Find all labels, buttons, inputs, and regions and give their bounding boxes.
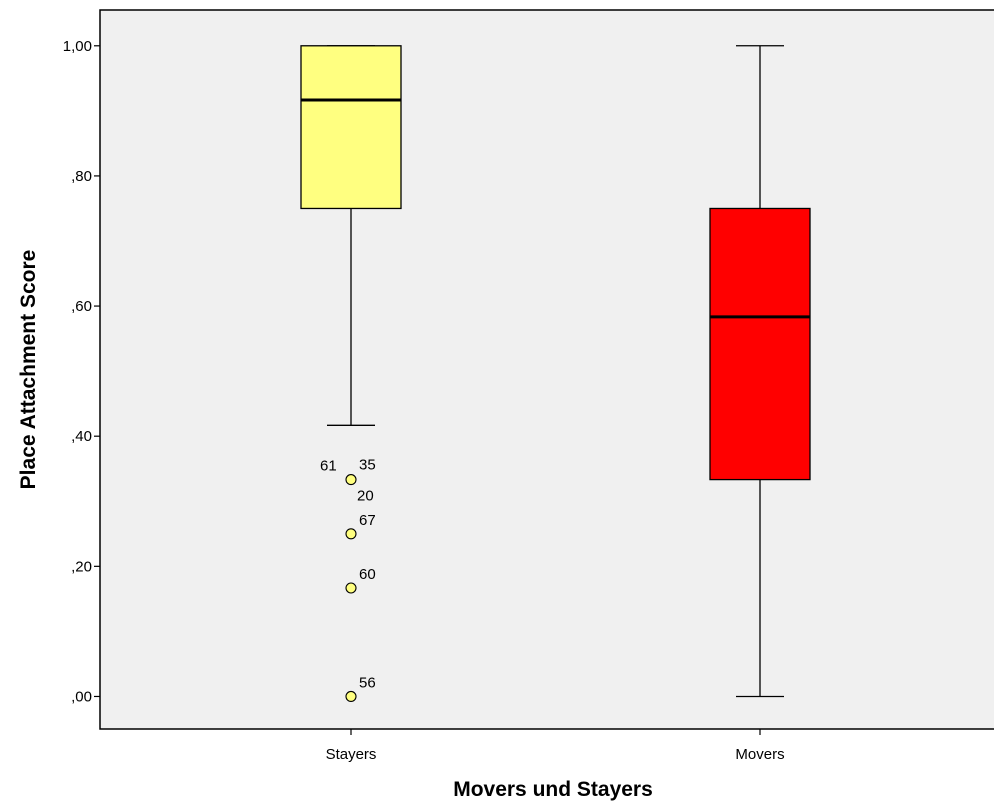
outlier-point	[345, 582, 357, 594]
outlier-label: 61	[320, 458, 337, 475]
box-stayers: 61 35 20 67 60 56	[300, 45, 402, 703]
y-axis-title: Place Attachment Score	[17, 250, 40, 490]
x-tick-label: Stayers	[326, 746, 377, 763]
outlier-label: 60	[359, 566, 376, 583]
y-tick-label: 1,00	[63, 38, 92, 55]
y-tick-label: ,40	[71, 428, 92, 445]
outlier-label: 67	[359, 512, 376, 529]
outlier-label: 35	[359, 457, 376, 474]
outlier-point	[345, 474, 357, 486]
box-movers	[709, 45, 811, 698]
outlier-label: 20	[357, 488, 374, 505]
boxes: 61 35 20 67 60 56	[300, 45, 811, 703]
y-tick-label: ,20	[71, 558, 92, 575]
box-iqr	[300, 45, 402, 210]
x-axis: Stayers Movers	[326, 729, 785, 763]
x-axis-title: Movers und Stayers	[453, 778, 653, 801]
y-axis: ,00 ,20 ,40 ,60 ,80 1,00	[63, 38, 100, 705]
y-tick-label: ,60	[71, 298, 92, 315]
outlier-point	[345, 690, 357, 703]
plot-area	[99, 9, 994, 730]
y-tick-label: ,80	[71, 168, 92, 185]
x-tick-label: Movers	[735, 746, 784, 763]
y-tick-label: ,00	[71, 688, 92, 705]
box-iqr	[709, 207, 811, 481]
outlier-label: 56	[359, 674, 376, 691]
outlier-point	[345, 528, 357, 540]
